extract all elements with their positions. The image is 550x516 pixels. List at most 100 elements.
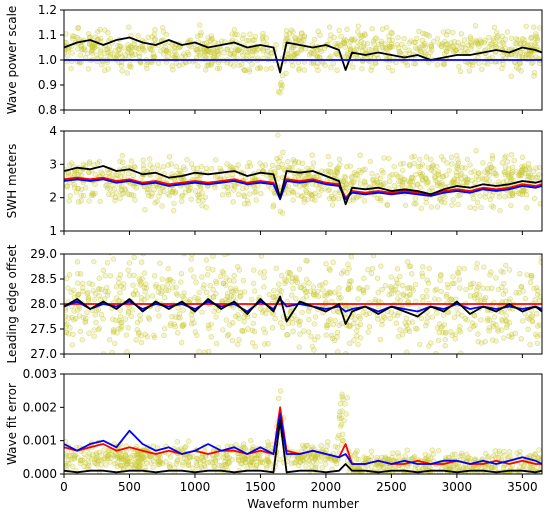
scatter-point xyxy=(197,22,203,28)
scatter-point xyxy=(369,170,375,177)
scatter-point xyxy=(179,323,186,329)
scatter-point xyxy=(312,455,318,461)
scatter-point xyxy=(331,457,338,464)
scatter-point xyxy=(442,343,448,349)
scatter-point xyxy=(232,184,238,190)
scatter-point xyxy=(166,154,173,160)
scatter-point xyxy=(537,201,542,207)
scatter-point xyxy=(426,343,432,349)
scatter-point xyxy=(319,465,325,471)
scatter-point xyxy=(361,198,368,204)
scatter-point xyxy=(310,284,317,290)
scatter-point xyxy=(423,154,430,160)
scatter-point xyxy=(199,309,205,315)
scatter-point xyxy=(473,265,479,271)
scatter-point xyxy=(241,328,247,334)
scatter-point xyxy=(235,341,241,348)
scatter-point xyxy=(325,439,331,445)
scatter-point xyxy=(283,28,290,34)
scatter-point xyxy=(273,42,279,48)
y-tick-label: 1.1 xyxy=(38,28,57,42)
scatter-point xyxy=(396,178,402,185)
scatter-point xyxy=(344,164,350,170)
scatter-point xyxy=(475,331,481,337)
scatter-point xyxy=(206,325,212,332)
scatter-point xyxy=(529,60,535,66)
scatter-point xyxy=(117,307,123,313)
scatter-point xyxy=(330,322,336,328)
scatter-point xyxy=(389,68,396,74)
scatter-point xyxy=(301,328,307,334)
scatter-point xyxy=(409,179,415,185)
scatter-point xyxy=(448,154,455,161)
scatter-point xyxy=(413,45,419,51)
scatter-point xyxy=(167,355,172,360)
scatter-point xyxy=(241,444,247,450)
scatter-point xyxy=(365,456,372,462)
scatter-point xyxy=(187,185,194,192)
scatter-point xyxy=(445,284,451,291)
scatter-point xyxy=(458,48,464,54)
scatter-point xyxy=(506,319,513,326)
scatter-point xyxy=(332,289,338,295)
scatter-point xyxy=(340,437,346,444)
scatter-point xyxy=(75,270,81,277)
scatter-point xyxy=(257,65,264,71)
scatter-point xyxy=(350,179,356,185)
scatter-point xyxy=(253,197,259,203)
scatter-point xyxy=(378,263,384,269)
scatter-point xyxy=(458,350,464,354)
scatter-point xyxy=(214,280,220,286)
scatter-point xyxy=(148,46,154,53)
scatter-point xyxy=(321,45,328,52)
scatter-point xyxy=(258,191,264,197)
scatter-point xyxy=(517,448,523,455)
scatter-point xyxy=(454,164,460,171)
scatter-point xyxy=(79,337,86,343)
scatter-point xyxy=(346,281,352,287)
scatter-point xyxy=(432,296,438,302)
y-tick-label: 0.002 xyxy=(23,400,57,414)
scatter-point xyxy=(405,463,411,470)
scatter-point xyxy=(275,164,281,170)
scatter-point xyxy=(334,67,340,74)
scatter-point xyxy=(306,316,312,323)
scatter-point xyxy=(172,324,178,330)
scatter-point xyxy=(478,317,484,323)
scatter-point xyxy=(309,463,315,469)
scatter-point xyxy=(160,188,166,195)
plot-area xyxy=(64,249,542,360)
scatter-point xyxy=(371,41,377,47)
scatter-point xyxy=(247,163,254,169)
scatter-point xyxy=(85,66,92,72)
scatter-point xyxy=(521,40,527,47)
scatter-point xyxy=(288,27,295,33)
scatter-point xyxy=(180,307,186,313)
scatter-point xyxy=(436,329,442,336)
scatter-point xyxy=(350,195,357,201)
scatter-point xyxy=(410,249,415,254)
scatter-point xyxy=(154,162,161,168)
scatter-point xyxy=(92,171,99,178)
x-tick-label: 3000 xyxy=(442,480,473,494)
scatter-point xyxy=(265,439,271,445)
scatter-point xyxy=(519,163,525,170)
scatter-point xyxy=(165,287,171,294)
scatter-point xyxy=(346,322,353,329)
scatter-point xyxy=(191,274,197,280)
scatter-point xyxy=(486,172,492,178)
scatter-point xyxy=(217,273,224,280)
scatter-point xyxy=(527,174,533,181)
scatter-point xyxy=(112,194,119,201)
scatter-point xyxy=(347,38,354,45)
scatter-point xyxy=(250,320,257,327)
scatter-point xyxy=(137,312,143,319)
scatter-point xyxy=(428,156,434,163)
scatter-point xyxy=(423,175,429,181)
scatter-point xyxy=(211,53,217,59)
scatter-point xyxy=(469,177,475,184)
scatter-point xyxy=(402,51,408,57)
scatter-point xyxy=(178,271,185,277)
scatter-point xyxy=(444,160,450,166)
scatter-point xyxy=(147,454,153,460)
